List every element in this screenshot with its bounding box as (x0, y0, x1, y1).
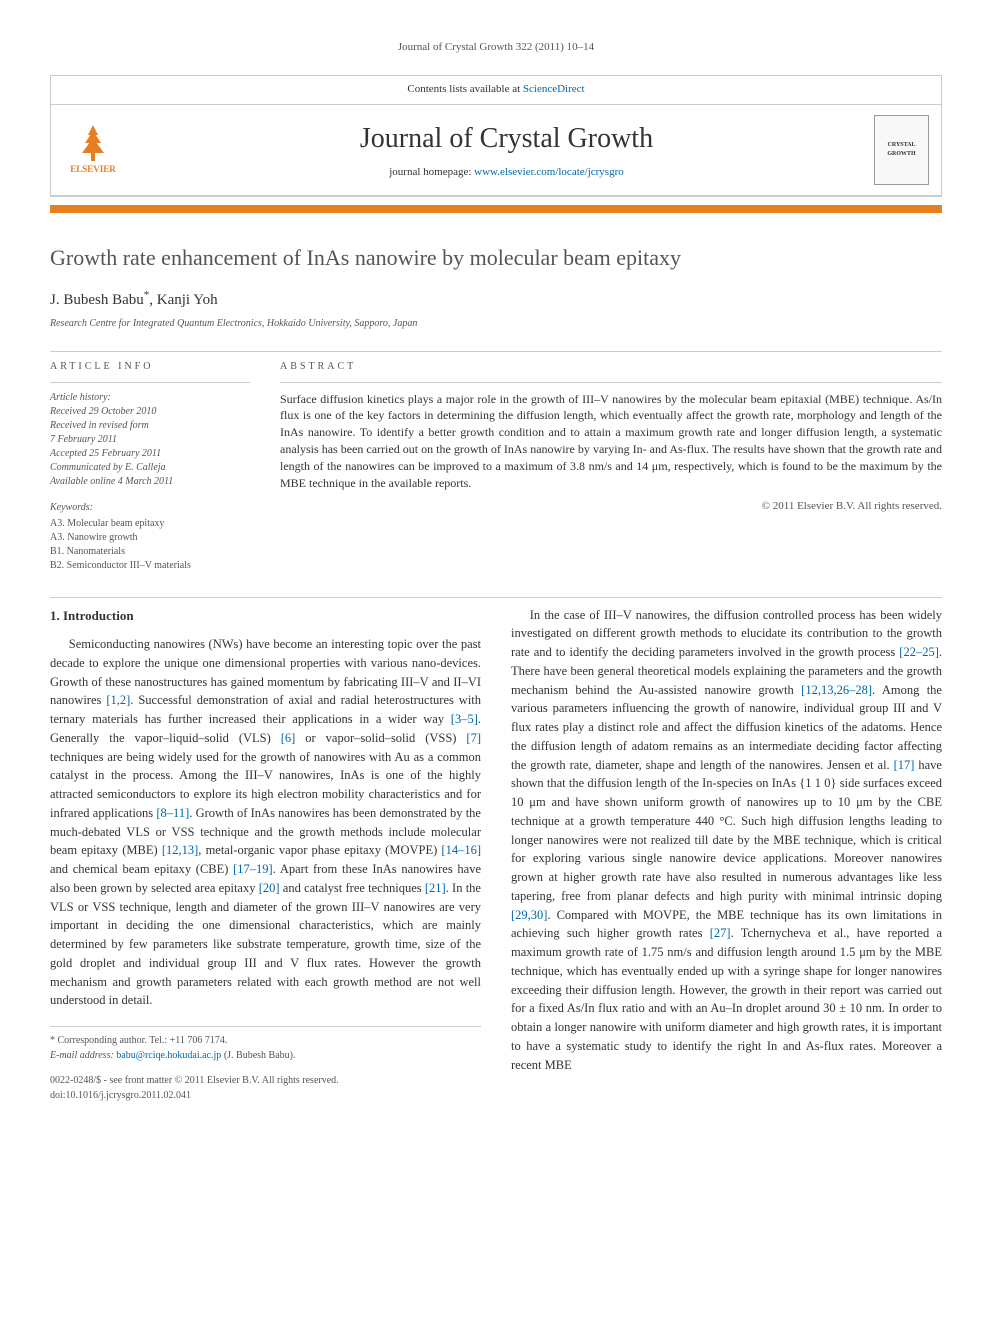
history-line-4: Accepted 25 February 2011 (50, 447, 250, 461)
ref-21[interactable]: [21] (425, 881, 446, 895)
history-line-5: Communicated by E. Calleja (50, 461, 250, 475)
history-label: Article history: (50, 392, 111, 403)
email-suffix: (J. Bubesh Babu). (221, 1050, 295, 1061)
journal-title: Journal of Crystal Growth (139, 119, 874, 158)
keywords: Keywords: A3. Molecular beam epitaxy A3.… (50, 501, 250, 573)
journal-cover-thumb: CRYSTAL GROWTH (874, 115, 929, 185)
ref-14-16[interactable]: [14–16] (441, 843, 481, 857)
footnotes: * Corresponding author. Tel.: +11 706 71… (50, 1026, 481, 1063)
ref-12-13[interactable]: [12,13] (162, 843, 198, 857)
rule-1 (50, 351, 942, 352)
abstract-heading: ABSTRACT (280, 360, 942, 374)
history-line-1: Received 29 October 2010 (50, 405, 250, 419)
article-info: ARTICLE INFO Article history: Received 2… (50, 360, 250, 573)
email-label: E-mail address: (50, 1050, 116, 1061)
ref-1-2[interactable]: [1,2] (106, 693, 130, 707)
keyword-1: A3. Molecular beam epitaxy (50, 517, 250, 531)
orange-bar (50, 205, 942, 213)
email-footnote: E-mail address: babu@rciqe.hokudai.ac.jp… (50, 1048, 481, 1063)
sciencedirect-link[interactable]: ScienceDirect (523, 83, 585, 95)
keyword-2: A3. Nanowire growth (50, 531, 250, 545)
affiliation: Research Centre for Integrated Quantum E… (50, 317, 942, 331)
masthead-middle: ELSEVIER Journal of Crystal Growth journ… (51, 105, 941, 196)
corr-footnote: * Corresponding author. Tel.: +11 706 71… (50, 1033, 481, 1048)
history-line-3: 7 February 2011 (50, 433, 250, 447)
keyword-3: B1. Nanomaterials (50, 545, 250, 559)
running-head: Journal of Crystal Growth 322 (2011) 10–… (50, 40, 942, 55)
u0: In the case of III–V nanowires, the diff… (511, 608, 942, 660)
journal-cover-text: CRYSTAL GROWTH (875, 141, 928, 158)
intro-para-1: Semiconducting nanowires (NWs) have beco… (50, 635, 481, 1010)
author-1: J. Bubesh Babu (50, 292, 144, 308)
ref-7[interactable]: [7] (466, 731, 481, 745)
ref-8-11[interactable]: [8–11] (156, 806, 189, 820)
elsevier-logo: ELSEVIER (63, 120, 123, 180)
elsevier-tree-icon (68, 123, 118, 163)
footer-issn: 0022-0248/$ - see front matter © 2011 El… (50, 1073, 339, 1088)
abstract: ABSTRACT Surface diffusion kinetics play… (280, 360, 942, 573)
ref-6[interactable]: [6] (281, 731, 296, 745)
ref-3-5[interactable]: [3–5] (451, 712, 478, 726)
t10: . In the VLS or VSS technique, length an… (50, 881, 481, 1008)
abstract-copyright: © 2011 Elsevier B.V. All rights reserved… (280, 499, 942, 514)
homepage-link[interactable]: www.elsevier.com/locate/jcrysgro (474, 166, 624, 178)
t3: or vapor–solid–solid (VSS) (295, 731, 466, 745)
homepage-pre: journal homepage: (389, 166, 474, 178)
author-2: Kanji Yoh (157, 292, 218, 308)
keyword-4: B2. Semiconductor III–V materials (50, 559, 250, 573)
intro-para-2: In the case of III–V nanowires, the diff… (511, 606, 942, 1075)
section-1-heading: 1. Introduction (50, 606, 481, 626)
rule-2 (50, 597, 942, 598)
page-footer: 0022-0248/$ - see front matter © 2011 El… (50, 1073, 481, 1103)
ref-17[interactable]: [17] (894, 758, 915, 772)
ref-22-25[interactable]: [22–25] (899, 645, 939, 659)
elsevier-name: ELSEVIER (70, 163, 116, 176)
history-line-6: Available online 4 March 2011 (50, 475, 250, 489)
u3: have shown that the diffusion length of … (511, 758, 942, 903)
t7: and chemical beam epitaxy (CBE) (50, 862, 233, 876)
article-title: Growth rate enhancement of InAs nanowire… (50, 243, 942, 274)
author-sep: , (149, 292, 157, 308)
abstract-text: Surface diffusion kinetics plays a major… (280, 391, 942, 492)
journal-homepage: journal homepage: www.elsevier.com/locat… (139, 165, 874, 180)
contents-available: Contents lists available at ScienceDirec… (407, 82, 584, 97)
journal-title-block: Journal of Crystal Growth journal homepa… (139, 119, 874, 180)
keywords-label: Keywords: (50, 501, 250, 515)
history-line-2: Received in revised form (50, 419, 250, 433)
rule-abs-1 (280, 382, 942, 383)
info-abstract-row: ARTICLE INFO Article history: Received 2… (50, 360, 942, 573)
ref-20[interactable]: [20] (259, 881, 280, 895)
email-link[interactable]: babu@rciqe.hokudai.ac.jp (116, 1050, 221, 1061)
article-info-heading: ARTICLE INFO (50, 360, 250, 374)
body-columns: 1. Introduction Semiconducting nanowires… (50, 606, 942, 1104)
masthead-top: Contents lists available at ScienceDirec… (51, 76, 941, 104)
t9: and catalyst free techniques (280, 881, 425, 895)
masthead: Contents lists available at ScienceDirec… (50, 75, 942, 196)
article-history: Article history: Received 29 October 201… (50, 391, 250, 489)
footer-doi: doi:10.1016/j.jcrysgro.2011.02.041 (50, 1088, 339, 1103)
ref-17-19[interactable]: [17–19] (233, 862, 273, 876)
contents-pre: Contents lists available at (407, 83, 522, 95)
t6: , metal-organic vapor phase epitaxy (MOV… (198, 843, 441, 857)
author-list: J. Bubesh Babu*, Kanji Yoh (50, 288, 942, 311)
u5: . Tchernycheva et al., have reported a m… (511, 926, 942, 1071)
ref-12-13-26-28[interactable]: [12,13,26–28] (801, 683, 872, 697)
ref-29-30[interactable]: [29,30] (511, 908, 547, 922)
ref-27[interactable]: [27] (710, 926, 731, 940)
rule-info-1 (50, 382, 250, 383)
